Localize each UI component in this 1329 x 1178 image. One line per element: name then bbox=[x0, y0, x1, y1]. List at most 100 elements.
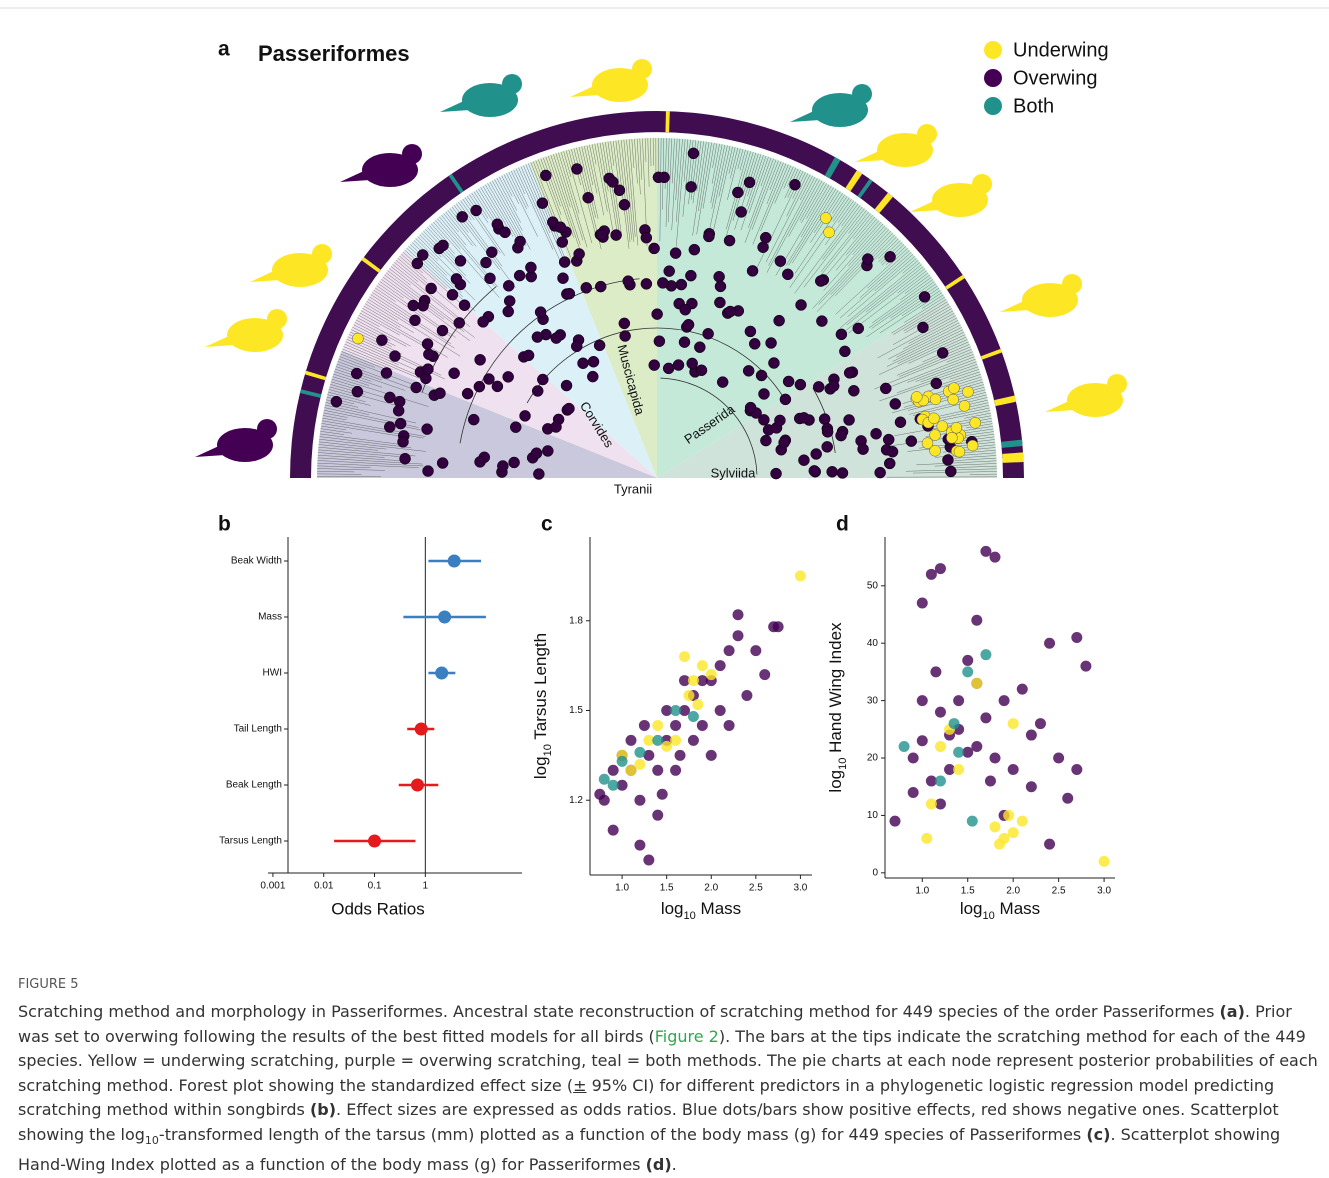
node-pie bbox=[400, 453, 411, 464]
node-pie bbox=[611, 230, 622, 241]
node-pie bbox=[418, 300, 429, 311]
scatter-point bbox=[608, 825, 619, 836]
bird-silhouette bbox=[205, 335, 235, 347]
node-pie bbox=[679, 337, 690, 348]
node-pie bbox=[384, 392, 395, 403]
node-pie bbox=[331, 396, 342, 407]
scatter-point bbox=[1008, 827, 1019, 838]
scatter-point bbox=[935, 707, 946, 718]
node-pie bbox=[533, 469, 544, 480]
node-pie bbox=[475, 456, 486, 467]
scatter-point bbox=[935, 563, 946, 574]
node-pie bbox=[883, 434, 894, 445]
node-pie bbox=[930, 394, 941, 405]
node-pie bbox=[819, 414, 830, 425]
panel-letter: a bbox=[218, 38, 230, 61]
scatter-point bbox=[706, 750, 717, 761]
x-tick-label: 2.0 bbox=[1006, 886, 1020, 897]
scatter-point bbox=[930, 666, 941, 677]
node-pie bbox=[822, 441, 833, 452]
node-pie bbox=[455, 255, 466, 266]
bird-silhouette bbox=[1107, 374, 1127, 394]
node-pie bbox=[542, 445, 553, 456]
node-pie bbox=[384, 422, 395, 433]
node-pie bbox=[561, 380, 572, 391]
y-tick-label: Beak Width bbox=[231, 556, 282, 567]
x-tick-label: 3.0 bbox=[793, 883, 807, 894]
scatter-point bbox=[971, 678, 982, 689]
node-pie bbox=[578, 358, 589, 369]
node-pie bbox=[594, 340, 605, 351]
node-pie bbox=[836, 329, 847, 340]
node-pie bbox=[736, 206, 747, 217]
node-pie bbox=[774, 315, 785, 326]
scatter-point bbox=[908, 787, 919, 798]
x-tick-label: 0.001 bbox=[260, 881, 285, 892]
caption-segment: ± bbox=[573, 1076, 586, 1095]
figure-label: FIGURE 5 bbox=[18, 977, 79, 992]
scatter-point bbox=[908, 753, 919, 764]
node-pie bbox=[816, 316, 827, 327]
node-pie bbox=[352, 333, 363, 344]
node-pie bbox=[500, 227, 511, 238]
scatter-point bbox=[1099, 856, 1110, 867]
scatter-point bbox=[643, 855, 654, 866]
node-pie bbox=[398, 436, 409, 447]
scatter-point bbox=[773, 621, 784, 632]
scatter-point bbox=[652, 765, 663, 776]
node-pie bbox=[962, 386, 973, 397]
node-pie bbox=[937, 347, 948, 358]
scatter-point bbox=[935, 775, 946, 786]
node-pie bbox=[853, 323, 864, 334]
legend-label: Overwing bbox=[1013, 67, 1097, 89]
node-pie bbox=[623, 276, 634, 287]
scatter-point bbox=[741, 690, 752, 701]
scatter-point bbox=[921, 833, 932, 844]
scatter-point bbox=[634, 759, 645, 770]
node-pie bbox=[497, 460, 508, 471]
node-pie bbox=[942, 454, 953, 465]
scatter-point bbox=[670, 735, 681, 746]
node-pie bbox=[839, 346, 850, 357]
scatter-point bbox=[917, 598, 928, 609]
caption-segment: -transformed length of the tarsus (mm) p… bbox=[159, 1125, 1086, 1144]
scatter-point bbox=[1062, 793, 1073, 804]
node-pie bbox=[717, 377, 728, 388]
y-tick-label: Tail Length bbox=[234, 724, 282, 735]
node-pie bbox=[395, 418, 406, 429]
scatter-point bbox=[679, 651, 690, 662]
x-tick-label: 1 bbox=[423, 881, 429, 892]
caption-segment: 10 bbox=[145, 1134, 159, 1147]
bird-silhouette bbox=[340, 170, 370, 182]
scatter-point bbox=[634, 795, 645, 806]
node-pie bbox=[743, 365, 754, 376]
scatter-point bbox=[990, 552, 1001, 563]
axis-label-part: Mass bbox=[995, 899, 1040, 918]
node-pie bbox=[922, 438, 933, 449]
legend-swatch bbox=[984, 97, 1002, 115]
bird-silhouette bbox=[250, 270, 280, 282]
scatter-point bbox=[999, 695, 1010, 706]
caption-segment: (a) bbox=[1219, 1002, 1244, 1021]
node-pie bbox=[454, 317, 465, 328]
x-tick-label: 1.0 bbox=[915, 886, 929, 897]
scatter-point bbox=[980, 712, 991, 723]
node-pie bbox=[967, 440, 978, 451]
node-pie bbox=[827, 466, 838, 477]
axis-label-part: Tarsus Length bbox=[531, 633, 550, 744]
caption-segment[interactable]: Figure 2 bbox=[655, 1027, 719, 1046]
node-pie bbox=[885, 251, 896, 262]
node-pie bbox=[620, 331, 631, 342]
scatter-point bbox=[706, 669, 717, 680]
node-pie bbox=[571, 341, 582, 352]
node-pie bbox=[555, 222, 566, 233]
node-pie bbox=[676, 279, 687, 290]
node-pie bbox=[520, 410, 531, 421]
scatter-point bbox=[608, 765, 619, 776]
axis-label: log10 Mass bbox=[661, 899, 741, 921]
caption-segment: Scratching method and morphology in Pass… bbox=[18, 1002, 1219, 1021]
node-pie bbox=[449, 368, 460, 379]
scatter-point bbox=[670, 705, 681, 716]
node-pie bbox=[532, 385, 543, 396]
axis-label-part: Mass bbox=[696, 899, 741, 918]
